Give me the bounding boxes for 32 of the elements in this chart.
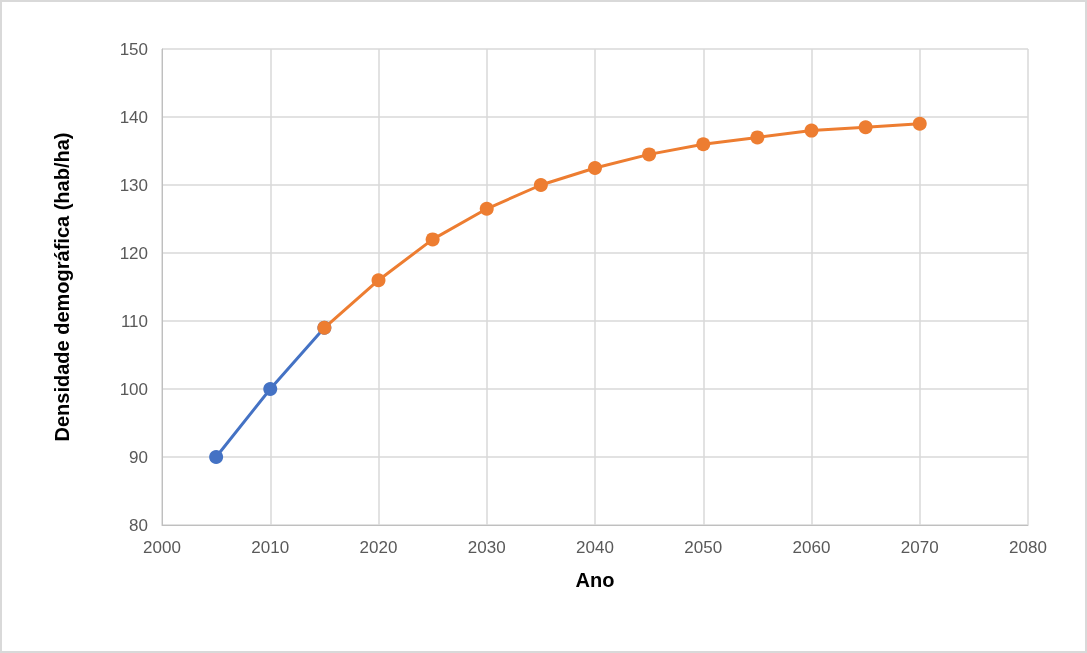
y-tick-label: 90 (129, 447, 148, 467)
x-tick-label: 2070 (900, 538, 939, 557)
point (858, 120, 873, 135)
point (263, 382, 278, 396)
point (425, 232, 440, 247)
y-tick-label: 120 (119, 243, 148, 263)
y-tick-label: 130 (119, 175, 148, 195)
x-axis-title: Ano (575, 569, 615, 591)
point (479, 201, 494, 216)
x-tick-label: 2050 (684, 538, 723, 557)
y-tick-label: 150 (119, 39, 148, 59)
point (696, 137, 711, 152)
y-tick-label: 100 (119, 379, 148, 399)
x-tick-label: 2010 (251, 538, 290, 557)
x-tick-label: 2040 (576, 538, 614, 557)
point (533, 178, 548, 192)
point (209, 450, 224, 464)
x-tick-label: 2060 (792, 538, 831, 557)
point (642, 147, 657, 162)
y-axis-title: Densidade demográfica (hab/ha) (51, 132, 73, 442)
point (750, 130, 765, 145)
y-tick-label: 80 (129, 515, 148, 535)
x-tick-label: 2000 (143, 538, 181, 557)
point (804, 123, 819, 138)
point (588, 161, 602, 175)
y-tick-label: 110 (120, 311, 148, 331)
point (912, 116, 927, 131)
point (371, 273, 386, 288)
x-tick-label: 2020 (359, 538, 398, 557)
y-tick-label: 140 (119, 107, 148, 127)
x-tick-label: 2030 (467, 538, 506, 557)
x-tick-label: 2080 (1009, 538, 1047, 557)
